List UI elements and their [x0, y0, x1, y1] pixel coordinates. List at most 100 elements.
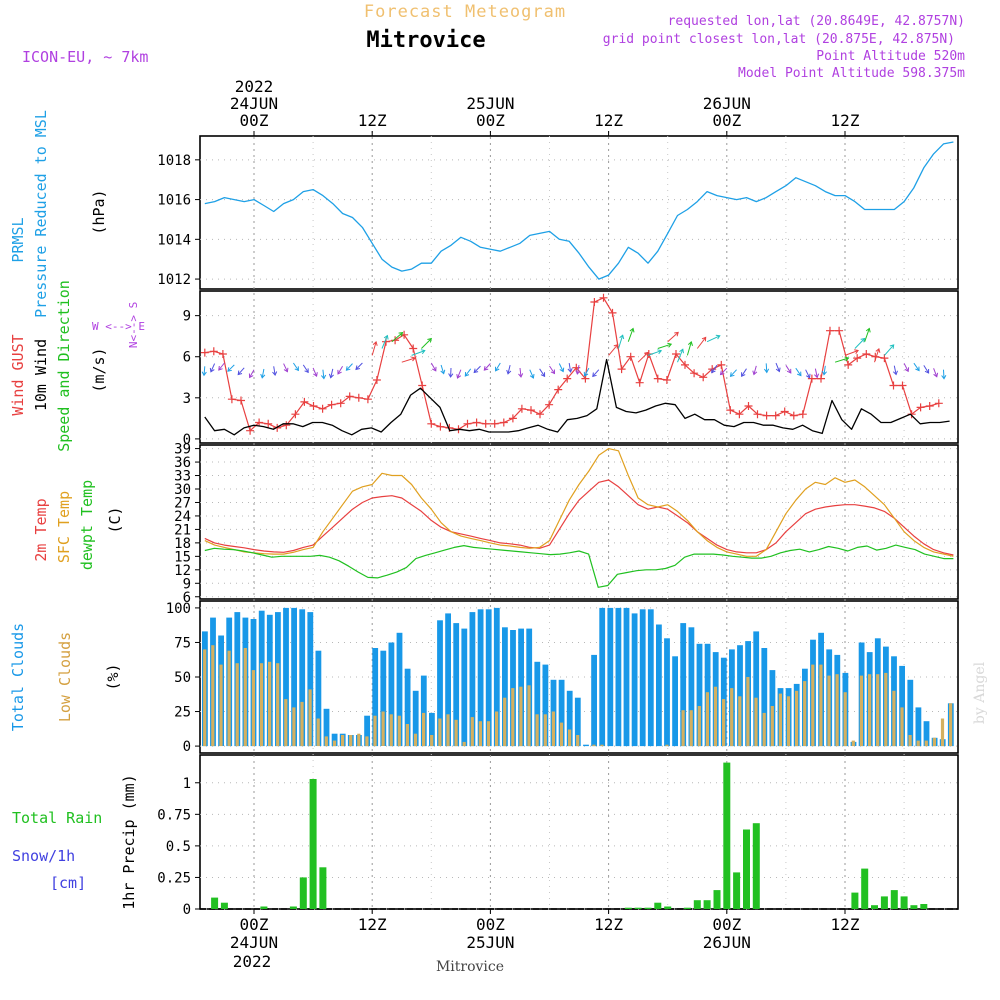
rain-bar [880, 896, 888, 909]
wind-arrow-head [644, 351, 649, 357]
low-cloud-bar [932, 737, 936, 747]
wind-arrow-head [821, 370, 827, 376]
wind-arrow [558, 363, 564, 372]
pressure-unit: (hPa) [90, 189, 108, 234]
wind-arrow [249, 369, 255, 378]
low-cloud-bar [568, 729, 572, 747]
wind-arrow [913, 362, 920, 371]
gust-marker [481, 419, 490, 428]
low-cloud-bar [600, 744, 604, 747]
y-tick-label: 0 [183, 902, 191, 918]
low-cloud-bar [495, 711, 499, 746]
rain-bar [920, 904, 928, 909]
total-cloud-bar [591, 654, 597, 747]
gust-marker [753, 410, 762, 419]
gust-marker [934, 399, 943, 408]
wind-arrow-head [592, 372, 597, 378]
rain-bar [723, 762, 731, 909]
wind-arrow [337, 365, 344, 375]
low-cloud-bar [803, 681, 807, 746]
y-tick-label: 6 [183, 350, 191, 366]
wind-arrow-head [729, 372, 735, 377]
rain-bar [890, 890, 898, 909]
wind-arrow [933, 368, 938, 377]
wind-arrow [814, 368, 818, 378]
wind-arrow [795, 367, 802, 376]
total-cloud-bar [542, 664, 549, 747]
rain-bar [299, 877, 307, 909]
rain-bar [693, 900, 701, 909]
wind-arrow [440, 364, 445, 374]
total-cloud-bar [599, 607, 606, 747]
y-tick-label: 36 [174, 455, 191, 471]
low-cloud-bar [543, 714, 547, 747]
y-tick-label: 9 [183, 309, 191, 325]
wind-arrow [893, 365, 897, 375]
low-cloud-bar [470, 717, 474, 747]
wind-arrow [637, 352, 649, 363]
low-cloud-bar [397, 715, 401, 747]
wind-arrow-head [719, 370, 725, 376]
total-cloud-bar [753, 631, 760, 747]
wind-arrow-head [752, 370, 758, 376]
total-cloud-bar [502, 627, 508, 747]
gust-marker [309, 402, 318, 410]
station-title: Mitrovice [366, 28, 485, 53]
wind-arrow-head [741, 372, 746, 377]
total-cloud-bar [291, 607, 297, 747]
wind-arrow [473, 365, 481, 373]
wind-arrow-head [464, 371, 470, 377]
wind-arrow-head [679, 348, 684, 354]
y-tick-label: 21 [174, 522, 191, 538]
wind-arrow-head [875, 348, 881, 353]
gust-marker [300, 397, 309, 406]
wind-arrow-head [355, 365, 361, 371]
wind-arrow [302, 364, 309, 373]
wind-arrow-head [715, 334, 721, 340]
wind-arrow-head [218, 365, 223, 371]
y-tick-label: 0.75 [157, 807, 191, 823]
wind-arrow-head [865, 327, 871, 333]
gust-marker [318, 404, 327, 413]
wind-arrow-head [201, 371, 207, 377]
gust-marker [218, 350, 227, 358]
total-cloud-bar [696, 643, 703, 747]
total-cloud-bar [664, 638, 670, 747]
low-cloud-bar [722, 699, 726, 747]
low-cloud-bar [284, 699, 288, 747]
gust-marker [490, 419, 499, 428]
rain-bar [743, 829, 750, 909]
low-cloud-bar [341, 735, 345, 747]
total-cloud-bar [915, 707, 922, 747]
wind-arrow [464, 368, 472, 377]
low-cloud-bar [300, 701, 304, 747]
y-tick-label: 0.5 [166, 839, 191, 855]
wind-10m-label: 10m Wind [32, 339, 50, 411]
top-year: 2022 [235, 77, 274, 96]
wind-arrow-head [518, 373, 524, 378]
low-cloud-bar [754, 697, 758, 747]
wind-arrow [292, 362, 299, 371]
credit-watermark: by Angel [972, 661, 988, 724]
low-cloud-bar [519, 686, 523, 747]
total-cloud-bar [566, 690, 573, 747]
low-cloud-bar [365, 736, 369, 747]
wind-arrow [711, 364, 718, 373]
wind-arrow [483, 363, 491, 371]
gust-marker [345, 392, 354, 401]
low-cloud-bar [551, 711, 555, 746]
wind-panel [200, 293, 950, 436]
gust-marker [599, 293, 608, 302]
wind-arrow-head [432, 366, 437, 372]
wind-arrow [627, 328, 634, 342]
wind-arrow [706, 335, 721, 343]
gust-marker [545, 400, 554, 409]
rain-bar [654, 902, 662, 909]
low-cloud-bar [746, 677, 750, 747]
low-cloud-bar [219, 664, 223, 747]
low-cloud-bar [843, 692, 847, 747]
rain-bar [289, 906, 297, 909]
wind-arrow [539, 368, 546, 377]
wind-arrow-head [814, 373, 820, 379]
top-time-label: 00Z [240, 111, 269, 130]
